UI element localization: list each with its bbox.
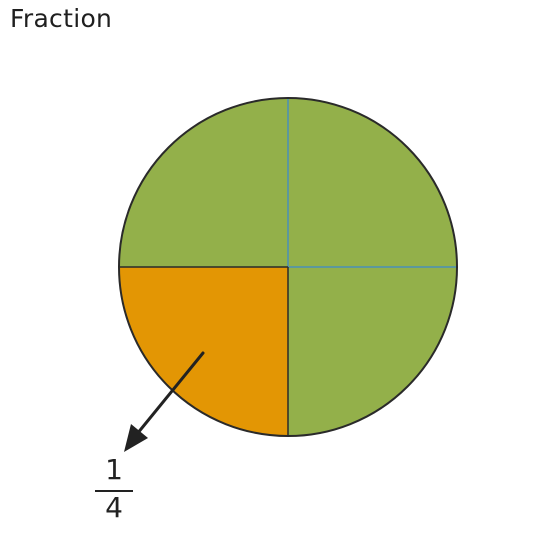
circle-quarter-top-left [119,98,288,267]
circle-quarter-bottom-right [288,267,457,436]
fraction-bar [95,490,133,492]
fraction-denominator: 4 [105,491,123,524]
pointer-arrow-head [124,424,148,452]
fraction-numerator: 1 [105,453,123,486]
page-title: Fraction [10,4,113,33]
pointer-arrow-shaft [135,351,205,436]
circle-quarter-bottom-left-shaded [119,267,288,436]
circle-outline [118,97,458,437]
circle-quarter-top-right [288,98,457,267]
